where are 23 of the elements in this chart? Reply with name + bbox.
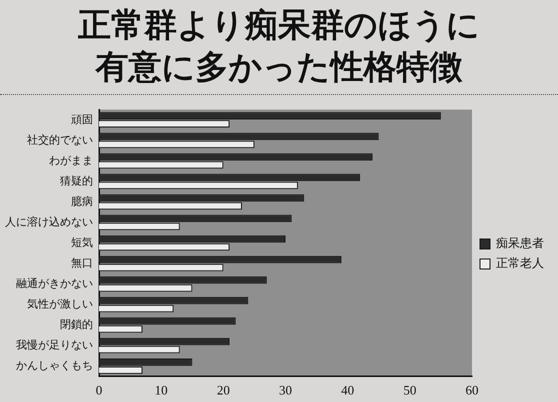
legend-label: 痴呆患者	[496, 236, 544, 250]
y-tick-label: 人に溶け込めない	[5, 215, 93, 228]
x-tick-label: 10	[154, 382, 168, 398]
y-tick-label: 気性が激しい	[27, 298, 93, 310]
y-tick-label: 我慢が足りない	[16, 338, 93, 352]
y-tick-label: 社交的でない	[27, 133, 93, 146]
x-tick-label: 20	[216, 382, 230, 398]
y-tick-label: 猜疑的	[60, 175, 93, 188]
chart-title: 正常群より痴呆群のほうに有意に多かった性格特徴	[77, 4, 481, 88]
x-tick-label: 30	[279, 382, 292, 398]
y-tick-label: 短気	[71, 236, 93, 249]
y-tick-label: 融通がきかない	[16, 276, 93, 290]
legend-label: 正常老人	[496, 256, 544, 270]
x-tick-label: 60	[466, 382, 478, 398]
y-tick-label: 臆病	[71, 194, 93, 208]
y-tick-label: 無口	[71, 257, 93, 270]
y-tick-label: 閉鎖的	[60, 318, 93, 331]
y-tick-label: かんしゃくもち	[16, 360, 93, 372]
x-tick-label: 0	[96, 382, 102, 398]
x-tick-label: 40	[341, 382, 354, 398]
y-tick-label: 頑固	[71, 114, 93, 126]
x-tick-label: 50	[403, 382, 416, 398]
y-tick-label: わがまま	[49, 154, 93, 167]
